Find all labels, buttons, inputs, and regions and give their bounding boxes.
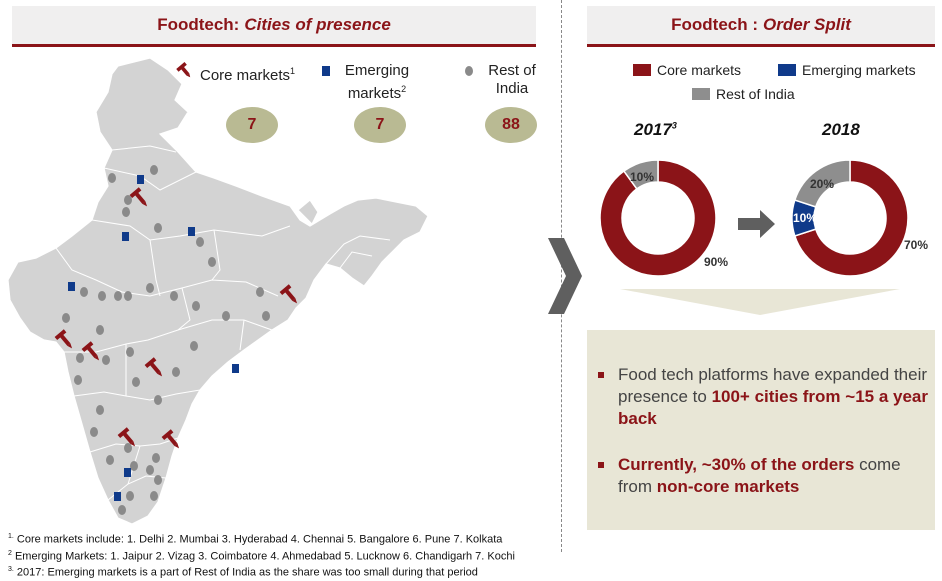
legend-emerging-markets: Emerging markets2 <box>340 62 414 103</box>
footnotes: 1. Core markets include: 1. Delhi 2. Mum… <box>8 530 515 580</box>
order-legend-core: Core markets <box>633 62 741 78</box>
donut-2018-core-slice <box>793 159 909 277</box>
order-legend-rest-label: Rest of India <box>716 86 795 102</box>
footnote-2-text: Emerging Markets: 1. Jaipur 2. Vizag 3. … <box>11 550 515 563</box>
right-header-prefix: Foodtech : <box>671 15 759 34</box>
funnel-triangle <box>620 289 900 315</box>
year-2018-label: 2018 <box>822 120 860 140</box>
donut-2017-rest-slice <box>622 159 659 190</box>
rest-dot-icon <box>465 66 473 76</box>
legend-core-sup: 1 <box>290 66 296 76</box>
core-market-markers <box>54 187 298 449</box>
arrow-right-icon <box>738 210 775 238</box>
footnote-3-sup: 3. <box>8 566 14 574</box>
rest-of-india-markers <box>62 165 270 515</box>
donut-2018-rest-label: 20% <box>810 177 835 191</box>
order-legend-emerging: Emerging markets <box>778 62 916 78</box>
bullet-1-bold: 100+ cities from ~15 a year back <box>618 387 928 428</box>
core-pin-icon <box>176 62 191 78</box>
legend-emerging-line1: Emerging <box>344 62 410 79</box>
donut-2018-core-label: 70% <box>904 238 929 252</box>
footnote-2-sup: 2 <box>8 549 12 557</box>
footnote-1-sup: 1. <box>8 533 14 540</box>
year-2017-sup: 3 <box>671 120 677 131</box>
legend-rest-line2: India <box>495 80 529 97</box>
bullet-square-icon <box>598 462 604 468</box>
emerging-swatch <box>778 64 796 76</box>
emerging-market-markers <box>68 175 239 501</box>
emerging-count-badge: 7 <box>354 107 406 143</box>
rest-count-badge: 88 <box>485 107 537 143</box>
section-divider <box>561 0 562 552</box>
legend-core-label: Core markets <box>200 67 291 84</box>
bullet-2-bold2: non-core markets <box>656 477 800 496</box>
legend-core-markets: Core markets1 <box>200 62 295 85</box>
left-section-header: Foodtech: Cities of presence <box>12 6 536 47</box>
insight-bullet-1: Food tech platforms have expanded their … <box>598 364 928 434</box>
bullet-1-plain: Food tech platforms have expanded their … <box>618 365 928 406</box>
left-header-italic: Cities of presence <box>244 15 391 34</box>
donut-2017-rest-label: 10% <box>630 170 655 184</box>
bullet-2-bold: Currently, ~30% of the orders <box>618 455 855 474</box>
bullet-2-plain: come from <box>618 455 901 496</box>
donut-2018-rest-slice <box>793 159 851 208</box>
india-northeast-region <box>297 199 319 226</box>
insight-bullet-1-text: Food tech platforms have expanded their … <box>618 364 928 430</box>
year-2017-text: 2017 <box>634 120 672 139</box>
bullet-square-icon <box>598 372 604 378</box>
donut-2017 <box>599 159 717 277</box>
insight-callout <box>587 330 935 530</box>
year-2018-text: 2018 <box>822 120 860 139</box>
left-header-prefix: Foodtech: <box>157 15 240 34</box>
insight-bullet-2: Currently, ~30% of the orders come from … <box>598 454 918 504</box>
order-legend-rest: Rest of India <box>692 86 795 102</box>
emerging-square-icon <box>322 66 330 76</box>
donut-2018 <box>791 159 909 277</box>
footnote-2: 2 Emerging Markets: 1. Jaipur 2. Vizag 3… <box>8 547 515 564</box>
core-count-badge: 7 <box>226 107 278 143</box>
state-borders <box>55 145 391 501</box>
order-legend-core-label: Core markets <box>657 62 742 78</box>
core-swatch <box>633 64 651 76</box>
footnote-3: 3. 2017: Emerging markets is a part of R… <box>8 563 515 580</box>
year-2017-label: 20173 <box>634 120 677 140</box>
legend-rest-line1: Rest of <box>488 62 536 79</box>
right-section-header: Foodtech : Order Split <box>587 6 935 47</box>
donut-2017-core-label: 90% <box>704 255 729 269</box>
insight-bullet-2-text: Currently, ~30% of the orders come from … <box>618 454 928 498</box>
footnote-1: 1. Core markets include: 1. Delhi 2. Mum… <box>8 530 515 547</box>
footnote-3-text: 2017: Emerging markets is a part of Rest… <box>13 566 478 579</box>
legend-emerging-line2: markets <box>347 85 402 102</box>
donut-2018-emerging-label: 10% <box>793 211 818 225</box>
india-map <box>7 57 429 525</box>
footnote-1-text: Core markets include: 1. Delhi 2. Mumbai… <box>13 533 503 546</box>
legend-emerging-sup: 2 <box>401 84 407 94</box>
order-legend-emerging-label: Emerging markets <box>802 62 916 78</box>
right-header-italic: Order Split <box>763 15 851 34</box>
chevron-right-icon <box>548 238 582 314</box>
legend-rest-of-india: Rest of India <box>482 62 542 98</box>
donut-2017-core-slice <box>599 159 717 277</box>
rest-swatch <box>692 88 710 100</box>
